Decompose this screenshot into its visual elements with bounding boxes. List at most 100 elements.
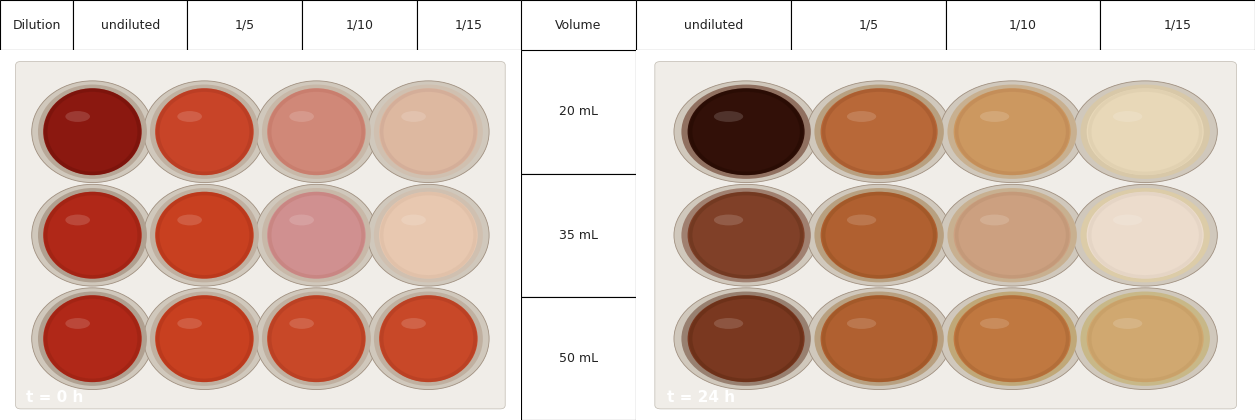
Ellipse shape xyxy=(1073,81,1217,183)
Ellipse shape xyxy=(262,84,371,179)
Text: Volume: Volume xyxy=(556,19,601,32)
Bar xyxy=(0,0,73,50)
Ellipse shape xyxy=(379,192,478,278)
Ellipse shape xyxy=(43,295,142,382)
Ellipse shape xyxy=(847,111,876,122)
Ellipse shape xyxy=(177,215,202,226)
Ellipse shape xyxy=(379,295,478,382)
Ellipse shape xyxy=(1081,84,1210,179)
Ellipse shape xyxy=(156,88,254,175)
Ellipse shape xyxy=(948,291,1077,386)
Ellipse shape xyxy=(38,291,147,386)
Ellipse shape xyxy=(143,288,265,389)
Ellipse shape xyxy=(31,81,153,183)
Ellipse shape xyxy=(368,81,489,183)
Ellipse shape xyxy=(374,188,483,282)
Ellipse shape xyxy=(38,188,147,282)
Text: 20 mL: 20 mL xyxy=(558,105,599,118)
Ellipse shape xyxy=(688,88,804,175)
Text: 1/10: 1/10 xyxy=(345,19,374,32)
Ellipse shape xyxy=(290,318,314,329)
Ellipse shape xyxy=(256,81,378,183)
Text: 50 mL: 50 mL xyxy=(558,352,599,365)
Ellipse shape xyxy=(290,215,314,226)
Ellipse shape xyxy=(681,188,811,282)
Ellipse shape xyxy=(149,291,259,386)
Ellipse shape xyxy=(143,81,265,183)
Ellipse shape xyxy=(688,192,804,278)
Text: 1/5: 1/5 xyxy=(858,19,878,32)
Ellipse shape xyxy=(1087,192,1204,278)
Text: 35 mL: 35 mL xyxy=(558,229,599,241)
Ellipse shape xyxy=(847,318,876,329)
Ellipse shape xyxy=(402,111,425,122)
Ellipse shape xyxy=(1081,291,1210,386)
Ellipse shape xyxy=(1081,188,1210,282)
Ellipse shape xyxy=(807,288,951,389)
Ellipse shape xyxy=(1073,184,1217,286)
Ellipse shape xyxy=(821,295,937,382)
Ellipse shape xyxy=(674,288,818,389)
Ellipse shape xyxy=(814,291,944,386)
Ellipse shape xyxy=(38,84,147,179)
Text: undiluted: undiluted xyxy=(100,19,159,32)
Ellipse shape xyxy=(65,318,90,329)
Bar xyxy=(521,50,636,173)
Ellipse shape xyxy=(714,215,743,226)
Ellipse shape xyxy=(402,215,425,226)
Ellipse shape xyxy=(156,295,254,382)
Ellipse shape xyxy=(374,291,483,386)
Text: 1/15: 1/15 xyxy=(454,19,483,32)
Ellipse shape xyxy=(177,318,202,329)
Ellipse shape xyxy=(177,111,202,122)
Ellipse shape xyxy=(814,188,944,282)
Ellipse shape xyxy=(1113,215,1142,226)
Ellipse shape xyxy=(1113,318,1142,329)
Bar xyxy=(417,0,521,50)
Ellipse shape xyxy=(374,84,483,179)
Ellipse shape xyxy=(379,88,478,175)
Text: Dilution: Dilution xyxy=(13,19,60,32)
Ellipse shape xyxy=(262,291,371,386)
Ellipse shape xyxy=(65,215,90,226)
Ellipse shape xyxy=(940,81,1084,183)
Ellipse shape xyxy=(948,84,1077,179)
Ellipse shape xyxy=(31,288,153,389)
Ellipse shape xyxy=(267,192,365,278)
Ellipse shape xyxy=(149,84,259,179)
Ellipse shape xyxy=(714,318,743,329)
Bar xyxy=(521,173,636,297)
Ellipse shape xyxy=(267,88,365,175)
Ellipse shape xyxy=(807,81,951,183)
Ellipse shape xyxy=(821,88,937,175)
Ellipse shape xyxy=(1113,111,1142,122)
Text: 1/15: 1/15 xyxy=(1163,19,1192,32)
FancyBboxPatch shape xyxy=(655,61,1236,409)
Ellipse shape xyxy=(1087,295,1204,382)
Ellipse shape xyxy=(940,288,1084,389)
Bar xyxy=(302,0,417,50)
Ellipse shape xyxy=(980,318,1009,329)
Text: t = 0 h: t = 0 h xyxy=(26,390,83,405)
Ellipse shape xyxy=(980,111,1009,122)
Ellipse shape xyxy=(43,192,142,278)
Ellipse shape xyxy=(674,81,818,183)
FancyBboxPatch shape xyxy=(15,61,506,409)
Ellipse shape xyxy=(368,288,489,389)
Ellipse shape xyxy=(807,184,951,286)
Ellipse shape xyxy=(948,188,1077,282)
Ellipse shape xyxy=(402,318,425,329)
Ellipse shape xyxy=(156,192,254,278)
Bar xyxy=(946,0,1101,50)
Ellipse shape xyxy=(954,295,1071,382)
Ellipse shape xyxy=(256,184,378,286)
Text: undiluted: undiluted xyxy=(684,19,743,32)
Ellipse shape xyxy=(1087,88,1204,175)
Ellipse shape xyxy=(262,188,371,282)
Text: 1/5: 1/5 xyxy=(235,19,255,32)
Ellipse shape xyxy=(681,84,811,179)
Ellipse shape xyxy=(1073,288,1217,389)
Ellipse shape xyxy=(65,111,90,122)
Ellipse shape xyxy=(368,184,489,286)
Text: t = 24 h: t = 24 h xyxy=(668,390,735,405)
